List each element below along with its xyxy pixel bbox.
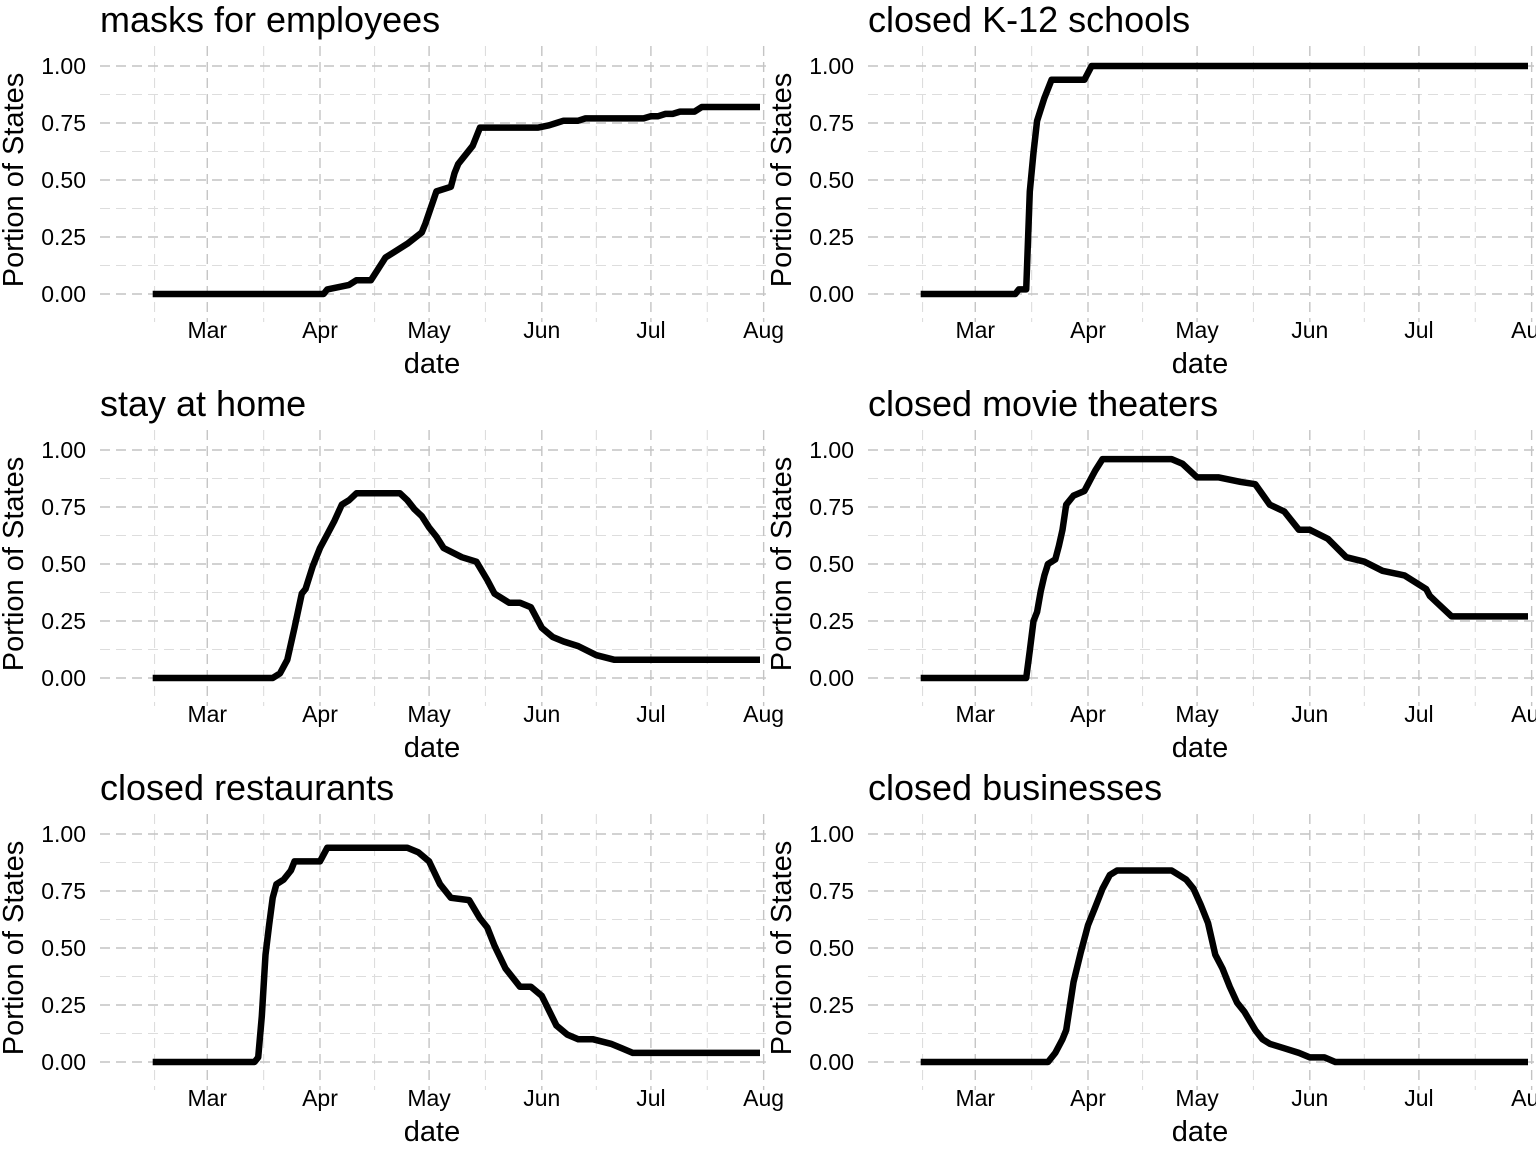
y-tick-label: 0.25 (809, 992, 854, 1018)
x-tick-label: Aug (743, 317, 784, 343)
y-axis-label: Portion of States (0, 841, 30, 1055)
chart-panel: closed businesses 0.00 0.25 0.50 0.75 1.00 Mar… (766, 767, 1536, 1148)
x-tick-label: May (407, 1085, 451, 1111)
chart-title: closed movie theaters (868, 383, 1218, 424)
x-tick-label: Mar (955, 1085, 995, 1111)
y-tick-label: 0.50 (41, 551, 86, 577)
x-tick-label: Jul (1404, 317, 1433, 343)
series-line (920, 62, 1528, 298)
y-tick-label: 0.75 (809, 878, 854, 904)
x-tick-label: Apr (302, 317, 338, 343)
y-tick-label: 0.50 (41, 167, 86, 193)
chart-panel: closed K-12 schools 0.00 0.25 0.50 0.75 1.00 M… (766, 0, 1536, 380)
y-tick-label: 0.75 (809, 494, 854, 520)
chart-panel: closed restaurants 0.00 0.25 0.50 0.75 1.00 Ma… (0, 767, 784, 1148)
x-tick-label: Aug (1511, 701, 1536, 727)
y-tick-label: 0.00 (809, 665, 854, 691)
x-tick-label: May (1175, 1085, 1219, 1111)
series-line (152, 844, 760, 1066)
y-tick-label: 0.75 (41, 878, 86, 904)
chart-panel: masks for employees 0.00 0.25 0.50 0.75 1.00 M… (0, 0, 784, 380)
y-tick-label: 0.25 (41, 992, 86, 1018)
y-tick-label: 0.25 (809, 608, 854, 634)
y-tick-label: 0.75 (809, 110, 854, 136)
y-tick-label: 0.25 (809, 224, 854, 250)
y-tick-label: 0.75 (41, 494, 86, 520)
series-line (920, 867, 1528, 1066)
series-line (152, 490, 760, 682)
y-axis-label: Portion of States (766, 457, 798, 671)
y-tick-label: 0.50 (809, 551, 854, 577)
y-tick-label: 0.00 (41, 1049, 86, 1075)
x-tick-label: Apr (302, 701, 338, 727)
x-axis-label: date (1172, 732, 1228, 764)
y-tick-label: 0.50 (809, 167, 854, 193)
y-axis-label: Portion of States (766, 841, 798, 1055)
x-tick-label: May (1175, 317, 1219, 343)
y-tick-label: 1.00 (809, 53, 854, 79)
x-tick-label: Jun (1291, 1085, 1328, 1111)
x-tick-label: Jun (523, 317, 560, 343)
x-tick-label: Aug (1511, 1085, 1536, 1111)
x-tick-label: Apr (1070, 701, 1106, 727)
x-tick-label: Apr (302, 1085, 338, 1111)
y-axis-label: Portion of States (766, 73, 798, 287)
x-tick-label: Jul (1404, 701, 1433, 727)
chart-title: closed businesses (868, 767, 1162, 808)
chart-title: stay at home (100, 383, 306, 424)
x-tick-label: Jul (636, 1085, 665, 1111)
x-tick-label: May (407, 317, 451, 343)
y-tick-label: 1.00 (41, 437, 86, 463)
y-tick-label: 0.00 (809, 281, 854, 307)
x-tick-label: May (407, 701, 451, 727)
y-tick-label: 0.50 (41, 935, 86, 961)
x-tick-label: Mar (955, 317, 995, 343)
x-tick-label: Jun (523, 1085, 560, 1111)
y-axis-label: Portion of States (0, 73, 30, 287)
chart-title: closed K-12 schools (868, 0, 1190, 40)
y-tick-label: 0.25 (41, 224, 86, 250)
y-tick-label: 0.00 (41, 665, 86, 691)
series-line (152, 103, 760, 298)
series-line (920, 455, 1528, 682)
x-axis-label: date (404, 732, 460, 764)
y-tick-label: 1.00 (809, 821, 854, 847)
x-tick-label: Jun (523, 701, 560, 727)
y-tick-label: 1.00 (41, 821, 86, 847)
x-tick-label: Jun (1291, 317, 1328, 343)
chart-title: closed restaurants (100, 767, 394, 808)
x-tick-label: Jun (1291, 701, 1328, 727)
chart-panel: closed movie theaters 0.00 0.25 0.50 0.75 1.0… (766, 383, 1536, 764)
y-tick-label: 0.25 (41, 608, 86, 634)
x-tick-label: Aug (743, 701, 784, 727)
y-tick-label: 0.75 (41, 110, 86, 136)
x-tick-label: Aug (1511, 317, 1536, 343)
x-tick-label: Mar (187, 1085, 227, 1111)
x-axis-label: date (1172, 348, 1228, 380)
x-tick-label: Apr (1070, 1085, 1106, 1111)
x-tick-label: Apr (1070, 317, 1106, 343)
x-tick-label: Mar (955, 701, 995, 727)
y-tick-label: 0.00 (41, 281, 86, 307)
x-tick-label: Jul (636, 701, 665, 727)
x-axis-label: date (1172, 1116, 1228, 1148)
y-axis-label: Portion of States (0, 457, 30, 671)
x-axis-label: date (404, 1116, 460, 1148)
y-tick-label: 0.50 (809, 935, 854, 961)
x-tick-label: Mar (187, 317, 227, 343)
x-tick-label: Aug (743, 1085, 784, 1111)
x-tick-label: Jul (1404, 1085, 1433, 1111)
chart-title: masks for employees (100, 0, 440, 40)
chart-panel: stay at home 0.00 0.25 0.50 0.75 1.00 Mar Apr Ma… (0, 383, 784, 764)
x-tick-label: Jul (636, 317, 665, 343)
x-tick-label: Mar (187, 701, 227, 727)
x-tick-label: May (1175, 701, 1219, 727)
y-tick-label: 1.00 (809, 437, 854, 463)
y-tick-label: 0.00 (809, 1049, 854, 1075)
x-axis-label: date (404, 348, 460, 380)
y-tick-label: 1.00 (41, 53, 86, 79)
